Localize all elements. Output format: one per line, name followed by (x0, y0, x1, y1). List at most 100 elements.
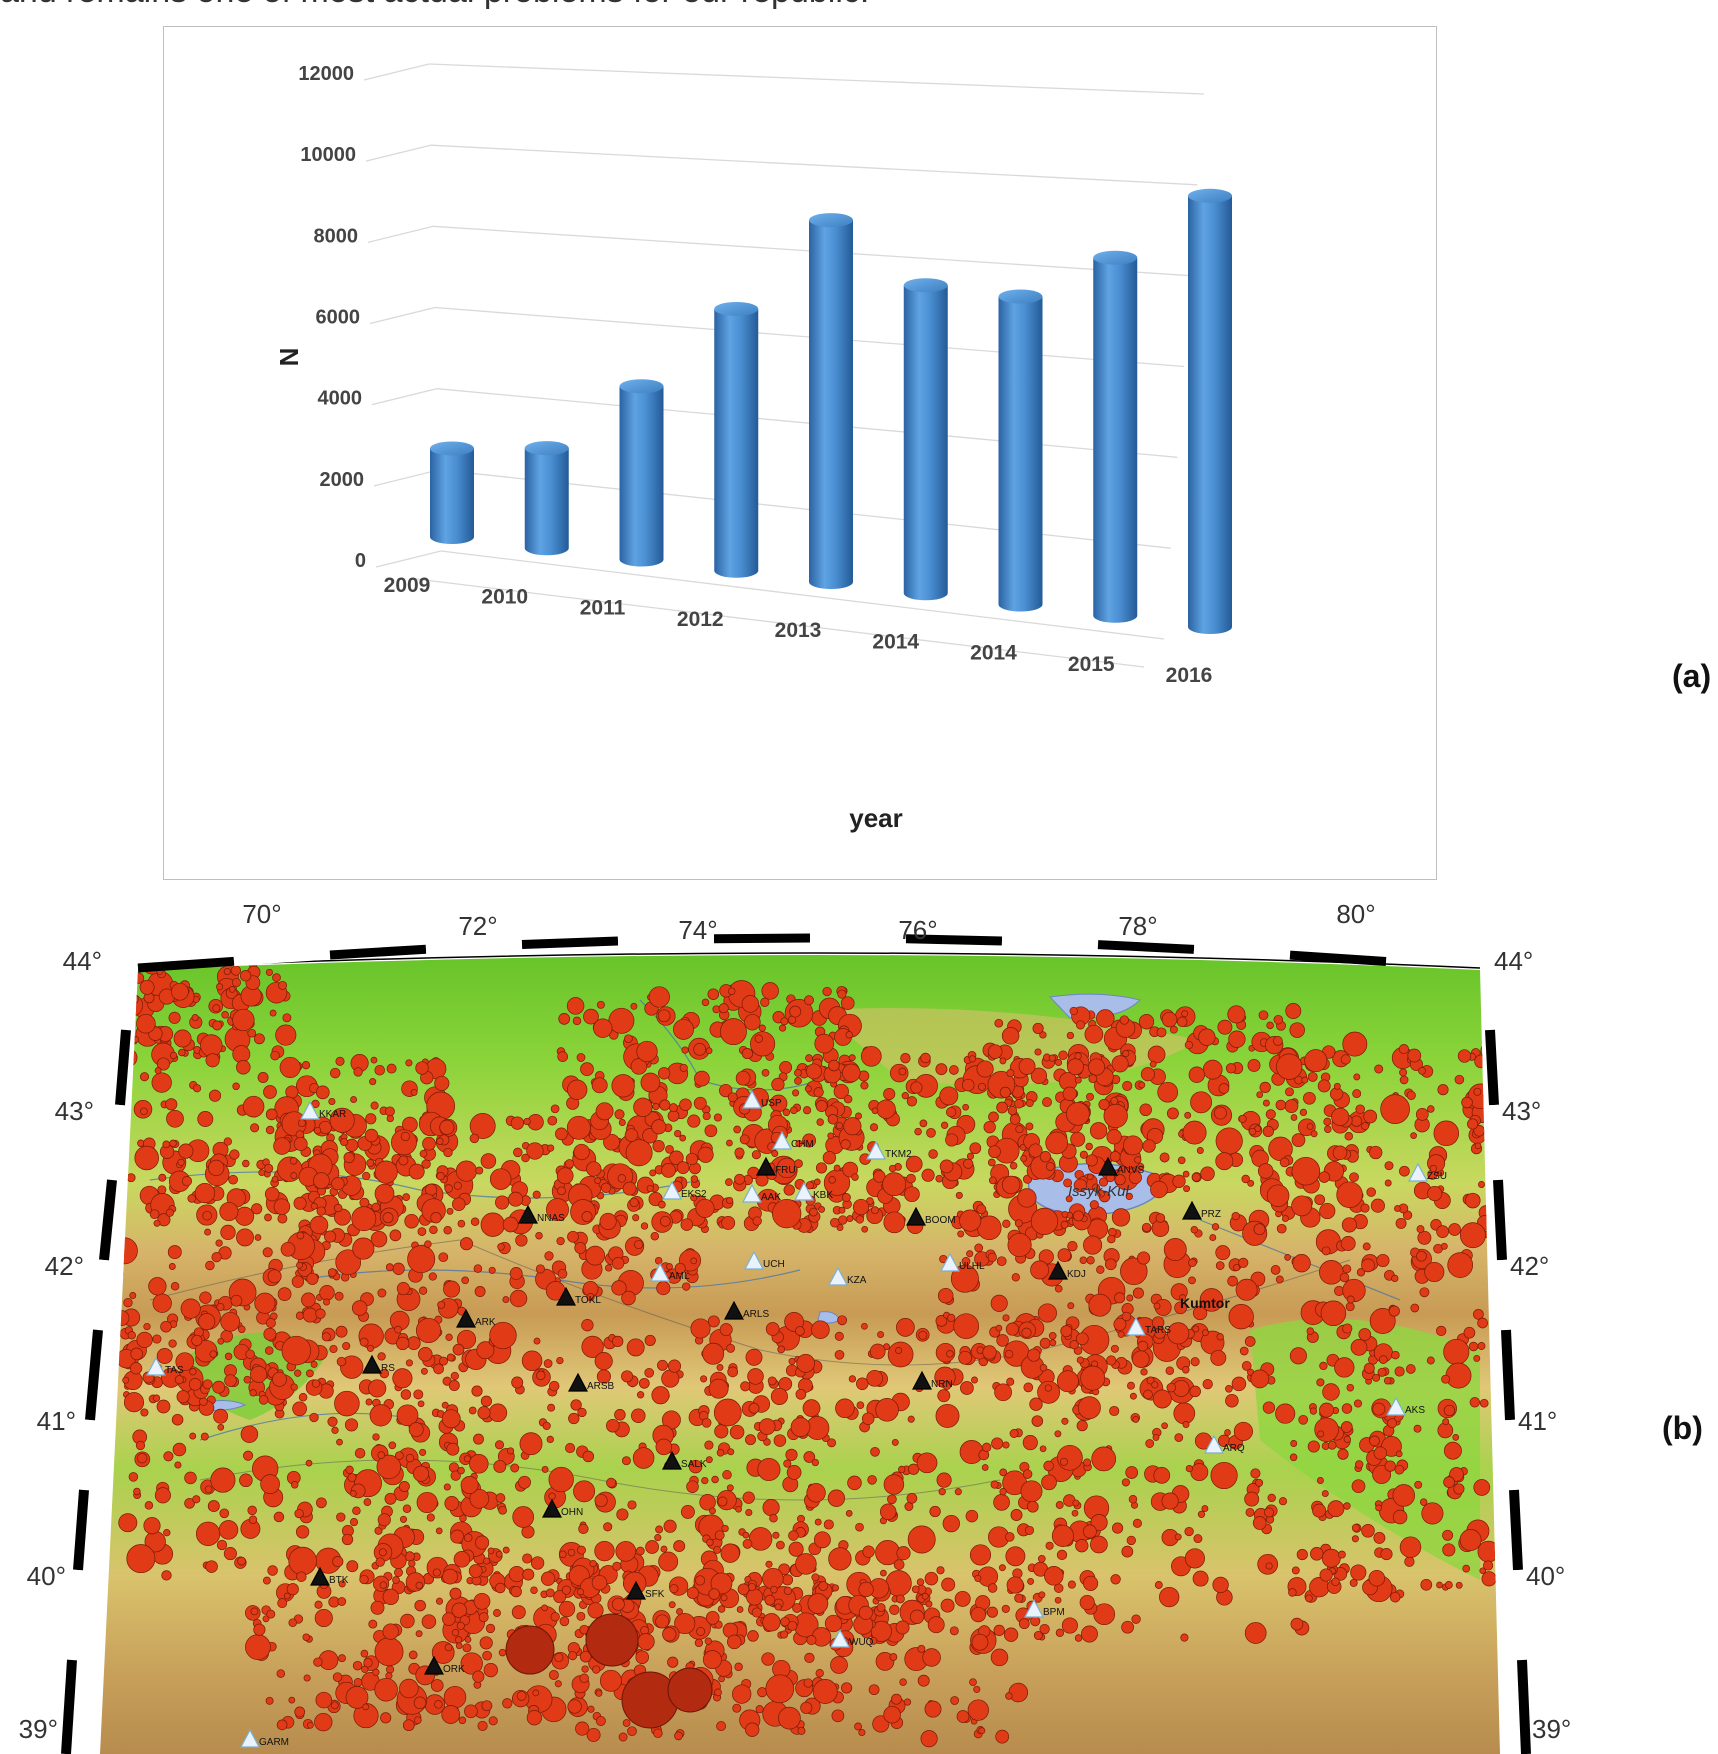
epicenter-marker (1440, 1242, 1448, 1250)
epicenter-marker (216, 1539, 228, 1551)
epicenter-marker (699, 1494, 716, 1511)
epicenter-marker (815, 1100, 828, 1112)
epicenter-marker (982, 1345, 997, 1360)
epicenter-marker (377, 1288, 387, 1298)
epicenter-marker (685, 1152, 699, 1166)
epicenter-marker (673, 1540, 686, 1553)
epicenter-marker (924, 1571, 939, 1586)
epicenter-marker (359, 1197, 370, 1208)
epicenter-marker (1060, 1325, 1073, 1338)
epicenter-marker (330, 1701, 339, 1710)
epicenter-marker (263, 1085, 277, 1099)
epicenter-marker (991, 1437, 1004, 1450)
bar-2012 (714, 301, 759, 578)
epicenter-marker (566, 997, 585, 1015)
epicenter-marker (477, 1406, 491, 1420)
epicenter-marker (336, 1356, 347, 1367)
epicenter-marker (532, 1190, 541, 1199)
epicenter-marker (780, 1630, 789, 1639)
epicenter-marker (349, 1490, 357, 1497)
frame-segment (79, 1419, 95, 1491)
epicenter-marker (230, 1294, 243, 1307)
epicenter-marker (1090, 1535, 1108, 1554)
epicenter-marker (851, 1173, 859, 1181)
epicenter-marker (988, 1145, 1001, 1159)
longitude-label: 80° (1336, 899, 1375, 929)
epicenter-marker (1215, 1152, 1234, 1171)
epicenter-marker (981, 1464, 989, 1471)
epicenter-marker (1004, 1349, 1014, 1359)
epicenter-marker (365, 1113, 377, 1125)
epicenter-marker (1057, 1444, 1083, 1471)
epicenter-marker (587, 1705, 595, 1713)
epicenter-marker (191, 1334, 203, 1346)
epicenter-marker (1306, 1123, 1314, 1130)
epicenter-marker (399, 1678, 419, 1699)
epicenter-marker (1149, 1060, 1157, 1068)
epicenter-marker (1173, 1402, 1196, 1425)
epicenter-marker (1239, 1346, 1249, 1356)
epicenter-marker (161, 1570, 172, 1581)
epicenter-marker (1076, 1420, 1088, 1432)
epicenter-marker (270, 1050, 280, 1061)
epicenter-marker (978, 1082, 986, 1091)
epicenter-marker (495, 1582, 506, 1594)
epicenter-marker (674, 1612, 696, 1635)
epicenter-marker (157, 1185, 167, 1195)
epicenter-marker (530, 1556, 545, 1570)
epicenter-marker (1177, 1156, 1186, 1165)
epicenter-marker (1290, 1440, 1298, 1447)
epicenter-marker (720, 1543, 740, 1563)
y-axis-label: N (274, 348, 304, 367)
epicenter-marker (1057, 1248, 1072, 1262)
epicenter-marker (1109, 1405, 1120, 1417)
epicenter-marker (1459, 1529, 1482, 1551)
epicenter-marker (224, 1374, 237, 1387)
epicenter-marker (543, 1359, 553, 1368)
epicenter-marker (219, 1201, 239, 1222)
epicenter-marker (430, 1679, 444, 1692)
epicenter-marker (178, 1048, 186, 1057)
epicenter-marker (676, 1161, 690, 1174)
gridline-depth (369, 306, 436, 325)
epicenter-marker (1362, 1242, 1371, 1251)
epicenter-marker (918, 1330, 928, 1340)
epicenter-marker (336, 1512, 346, 1522)
epicenter-marker (995, 1729, 1010, 1744)
epicenter-marker (594, 1493, 608, 1508)
epicenter-marker (1469, 1397, 1480, 1408)
epicenter-marker (837, 1315, 848, 1326)
epicenter-marker (974, 1243, 984, 1253)
epicenter-marker (1067, 1580, 1076, 1589)
epicenter-marker (928, 1149, 938, 1159)
epicenter-marker (1153, 1467, 1171, 1484)
epicenter-marker (1420, 1578, 1433, 1591)
epicenter-marker (996, 1101, 1008, 1114)
epicenter-marker (1215, 1245, 1231, 1261)
epicenter-marker (760, 997, 770, 1007)
epicenter-marker (726, 1196, 734, 1205)
epicenter-marker (408, 1163, 425, 1180)
epicenter-marker (736, 1606, 744, 1613)
epicenter-marker (250, 1365, 268, 1383)
epicenter-marker (1086, 1092, 1094, 1101)
epicenter-marker (1373, 1531, 1386, 1544)
epicenter-marker (328, 1097, 336, 1106)
epicenter-marker (1350, 1115, 1363, 1127)
epicenter-marker (735, 1505, 742, 1513)
epicenter-marker (815, 1669, 824, 1678)
epicenter-marker (614, 1409, 626, 1421)
epicenter-marker (473, 1264, 483, 1273)
epicenter-marker (1213, 1106, 1227, 1120)
epicenter-marker (1113, 1317, 1127, 1331)
epicenter-marker (1289, 1022, 1305, 1038)
epicenter-marker (745, 1508, 753, 1517)
epicenter-marker (110, 955, 128, 968)
latitude-label-left: 40° (27, 1561, 66, 1591)
epicenter-marker (1436, 1325, 1447, 1337)
epicenter-marker (751, 1150, 761, 1160)
epicenter-marker (1084, 1024, 1104, 1044)
epicenter-marker (382, 1212, 394, 1224)
bar-2014 (903, 278, 948, 601)
epicenter-marker (772, 1198, 802, 1229)
